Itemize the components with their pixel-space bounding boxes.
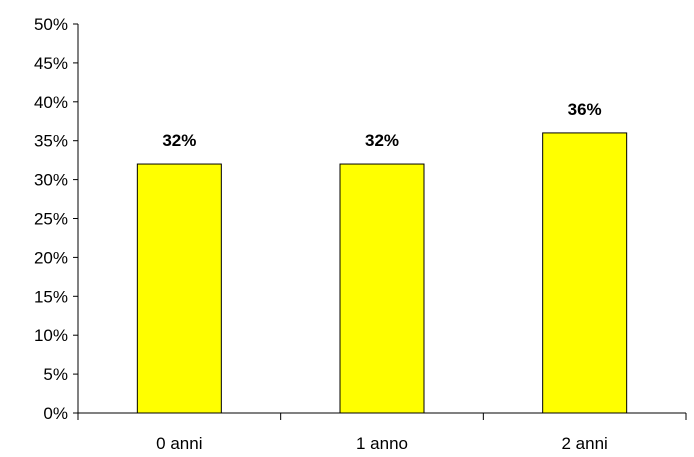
y-tick-label: 20% [34, 248, 68, 267]
y-tick-label: 15% [34, 287, 68, 306]
y-tick-label: 30% [34, 171, 68, 190]
y-tick-label: 25% [34, 210, 68, 229]
data-label: 36% [568, 100, 602, 119]
y-axis: 0% 5% 10% 15% 20% 25% 30% 35% 40% 45% 50% [34, 15, 79, 423]
bar-2-anni [542, 132, 628, 414]
x-axis: 0 anni 1 anno 2 anni [77, 412, 687, 453]
data-label: 32% [365, 131, 399, 150]
bars [136, 132, 628, 414]
x-tick-label: 0 anni [156, 434, 202, 453]
x-tick-label: 2 anni [562, 434, 608, 453]
y-tick-label: 50% [34, 15, 68, 34]
data-labels: 32% 32% 36% [162, 100, 601, 150]
data-label: 32% [162, 131, 196, 150]
y-tick-label: 0% [43, 404, 68, 423]
y-tick-label: 10% [34, 326, 68, 345]
y-tick-label: 5% [43, 365, 68, 384]
y-tick-label: 35% [34, 132, 68, 151]
bar-0-anni [136, 163, 222, 414]
y-tick-label: 45% [34, 54, 68, 73]
x-tick-label: 1 anno [356, 434, 408, 453]
bar-1-anno [339, 163, 425, 414]
y-tick-label: 40% [34, 93, 68, 112]
